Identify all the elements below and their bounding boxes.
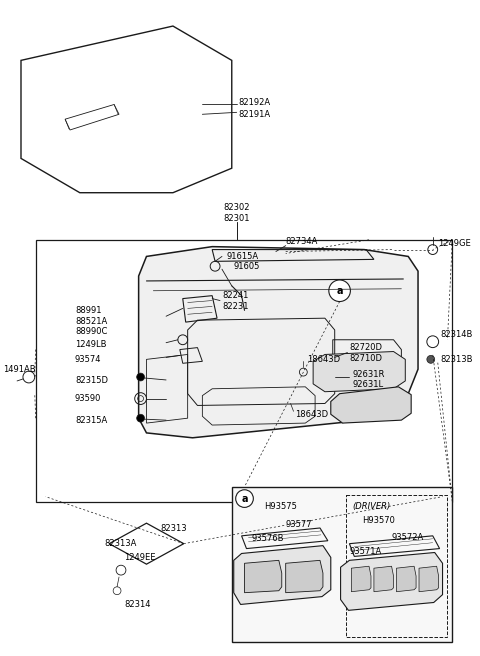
Text: 82315A: 82315A — [75, 416, 107, 424]
Polygon shape — [139, 247, 418, 438]
Text: 93571A: 93571A — [349, 547, 382, 556]
Text: 82314: 82314 — [124, 600, 150, 609]
Text: 91615A: 91615A — [227, 252, 259, 261]
Text: 92631L: 92631L — [352, 380, 384, 390]
Text: 93577: 93577 — [286, 520, 312, 529]
Circle shape — [427, 356, 435, 363]
Text: a: a — [336, 286, 343, 296]
Text: a: a — [241, 493, 248, 504]
Circle shape — [137, 415, 144, 422]
Text: 18643D: 18643D — [296, 410, 329, 419]
Text: 82241: 82241 — [222, 291, 248, 300]
Text: 82720D: 82720D — [349, 343, 383, 352]
Text: 82301: 82301 — [223, 214, 250, 222]
Text: 82710D: 82710D — [349, 354, 383, 363]
Polygon shape — [286, 560, 323, 592]
Text: 82734A: 82734A — [286, 237, 318, 246]
Text: 82313A: 82313A — [104, 539, 137, 548]
Circle shape — [236, 490, 253, 507]
Text: 93590: 93590 — [75, 394, 101, 403]
Text: 82314B: 82314B — [441, 331, 473, 339]
Text: 1249GE: 1249GE — [438, 239, 470, 248]
Polygon shape — [341, 552, 443, 610]
Polygon shape — [244, 560, 282, 592]
Text: 1249EE: 1249EE — [124, 553, 156, 562]
Text: 82315D: 82315D — [75, 377, 108, 386]
Circle shape — [137, 373, 144, 381]
Text: 82313B: 82313B — [441, 355, 473, 364]
Text: 88991: 88991 — [75, 306, 101, 315]
Text: 18643D: 18643D — [307, 355, 340, 364]
Text: 88990C: 88990C — [75, 327, 108, 337]
Text: 82231: 82231 — [222, 302, 249, 311]
Text: 82302: 82302 — [223, 203, 250, 212]
Polygon shape — [419, 566, 439, 592]
Text: 82192A: 82192A — [239, 98, 271, 107]
Text: H93575: H93575 — [264, 502, 297, 511]
Text: 93574: 93574 — [75, 355, 101, 364]
Text: 88521A: 88521A — [75, 317, 107, 325]
Text: 82313: 82313 — [160, 524, 187, 533]
Text: 92631R: 92631R — [352, 369, 385, 379]
Text: 93572A: 93572A — [392, 533, 424, 543]
Polygon shape — [234, 546, 331, 604]
Text: (DRIVER): (DRIVER) — [352, 502, 391, 511]
Polygon shape — [374, 566, 394, 592]
Polygon shape — [331, 387, 411, 423]
Text: 1491AB: 1491AB — [3, 365, 36, 374]
Text: 93576B: 93576B — [252, 534, 284, 543]
Polygon shape — [396, 566, 416, 592]
Text: 1249LB: 1249LB — [75, 340, 107, 349]
Polygon shape — [313, 352, 405, 392]
Polygon shape — [351, 566, 371, 592]
Text: 82191A: 82191A — [239, 110, 271, 119]
Polygon shape — [232, 487, 452, 642]
Text: H93570: H93570 — [362, 516, 395, 525]
Text: 91605: 91605 — [234, 262, 260, 271]
Circle shape — [329, 280, 350, 302]
